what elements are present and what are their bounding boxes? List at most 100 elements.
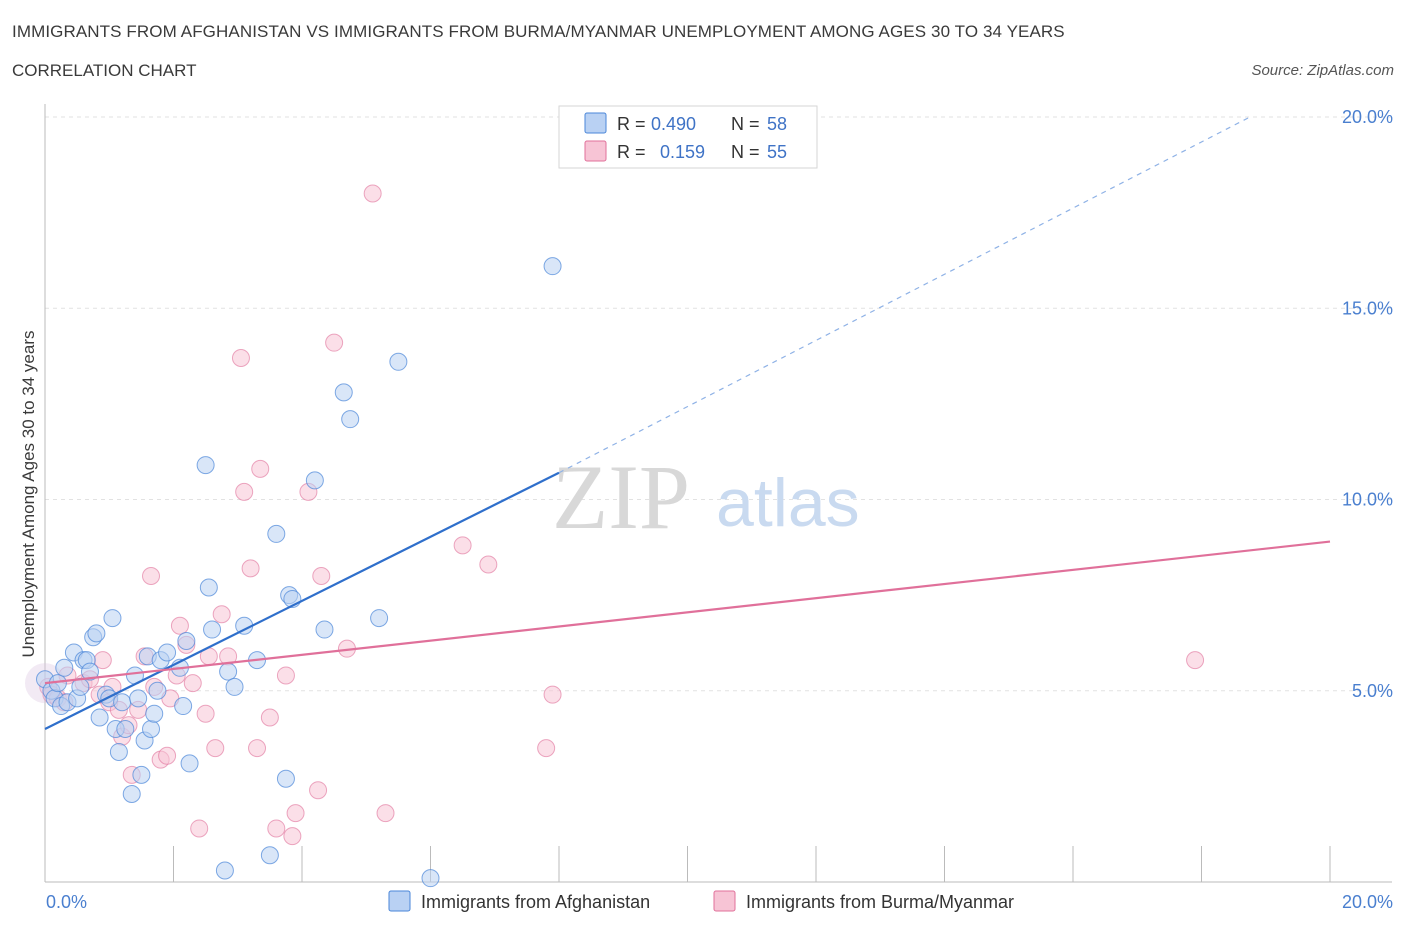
burma-point [453,536,472,555]
burma-trend-line [44,540,1331,685]
bottom-legend-swatch-afghanistan [388,890,411,912]
burma-point [286,804,305,823]
afghanistan-trend-extension [558,116,1251,474]
afghanistan-point [142,720,161,738]
x-tick-label-min: 0.0% [46,892,87,912]
burma-point [142,567,161,585]
burma-point [1186,651,1205,670]
afghanistan-point [71,677,90,696]
afghanistan-point [80,662,99,681]
burma-point [376,804,395,823]
afghanistan-points [36,257,562,888]
afghanistan-point [180,754,199,773]
burma-point [196,704,215,723]
afghanistan-point [174,697,193,716]
axes [44,104,1392,883]
legend-n-label-1: N = [731,114,760,134]
afghanistan-point [370,609,389,628]
burma-point [212,605,231,624]
afghanistan-point [389,352,408,371]
burma-point [537,739,556,758]
afghanistan-point [109,742,128,761]
afghanistan-point [90,708,109,727]
burma-point [158,746,177,765]
source-note: Source: ZipAtlas.com [1251,62,1394,79]
legend: R = 0.490 N = 58 R = 0.159 N = 55 [558,105,818,169]
watermark-atlas: atlas [716,465,860,541]
x-tick-label-max: 20.0% [1342,892,1393,912]
y-axis-label: Unemployment Among Ages 30 to 34 years [19,331,38,658]
afghanistan-point [116,720,135,738]
legend-swatch-afghanistan [584,112,607,134]
afghanistan-point [158,643,177,662]
burma-point [543,685,562,704]
burma-point [276,666,295,685]
burma-point [260,708,279,727]
chart-subtitle: CORRELATION CHART [12,61,197,80]
y-tick-label: 20.0% [1342,107,1393,127]
bottom-legend: Immigrants from Afghanistan Immigrants f… [388,890,1014,912]
afghanistan-point [87,624,106,643]
burma-point [325,333,344,352]
legend-r-value-1: 0.490 [651,114,696,134]
afghanistan-point [199,578,218,597]
afghanistan-point [129,689,148,708]
afghanistan-trend-line [44,471,560,730]
bottom-legend-label-afghanistan: Immigrants from Afghanistan [421,892,650,912]
burma-point [363,184,382,203]
afghanistan-point [215,861,234,880]
legend-n-value-2: 55 [767,142,787,162]
afghanistan-point [219,662,238,681]
y-tick-label: 10.0% [1342,490,1393,510]
burma-point [241,559,260,578]
burma-point [235,482,254,501]
afghanistan-point [148,681,167,700]
afghanistan-point [145,704,164,723]
burma-point [479,555,498,574]
burma-point [190,819,209,838]
afghanistan-point [334,383,353,402]
burma-point [312,567,331,585]
chart-title: IMMIGRANTS FROM AFGHANISTAN VS IMMIGRANT… [12,22,1065,41]
afghanistan-point [341,410,360,429]
bottom-legend-label-burma: Immigrants from Burma/Myanmar [746,892,1014,912]
burma-point [251,459,270,478]
bottom-legend-swatch-burma [713,890,736,912]
watermark: ZIP atlas [552,446,860,548]
burma-point [283,827,302,846]
afghanistan-point [305,471,324,490]
trend-lines [44,116,1331,730]
afghanistan-point [103,609,122,628]
afghanistan-point [55,658,74,677]
y-tick-label: 15.0% [1342,298,1393,318]
afghanistan-point [260,846,279,865]
afghanistan-point [203,620,222,639]
afghanistan-point [276,769,295,788]
burma-point [170,616,189,635]
legend-r-value-2: 0.159 [660,142,705,162]
watermark-zip: ZIP [552,446,690,548]
legend-swatch-burma [584,140,607,162]
afghanistan-point [113,693,132,712]
afghanistan-point [421,869,440,888]
y-tick-label: 5.0% [1352,681,1393,701]
afghanistan-point [225,677,244,696]
burma-point [183,674,202,693]
burma-point [309,781,328,800]
legend-r-label-1: R = [617,114,646,134]
afghanistan-point [122,785,141,804]
legend-n-value-1: 58 [767,114,787,134]
afghanistan-point [132,765,151,784]
afghanistan-point [196,456,215,475]
burma-point [248,739,267,758]
legend-r-label-2: R = [617,142,646,162]
burma-point [206,739,225,758]
afghanistan-point [315,620,334,639]
legend-n-label-2: N = [731,142,760,162]
x-axis-ticks [44,846,1331,882]
gridlines [45,116,1392,692]
burma-point [231,348,250,367]
afghanistan-point [267,524,286,543]
afghanistan-point [543,257,562,276]
